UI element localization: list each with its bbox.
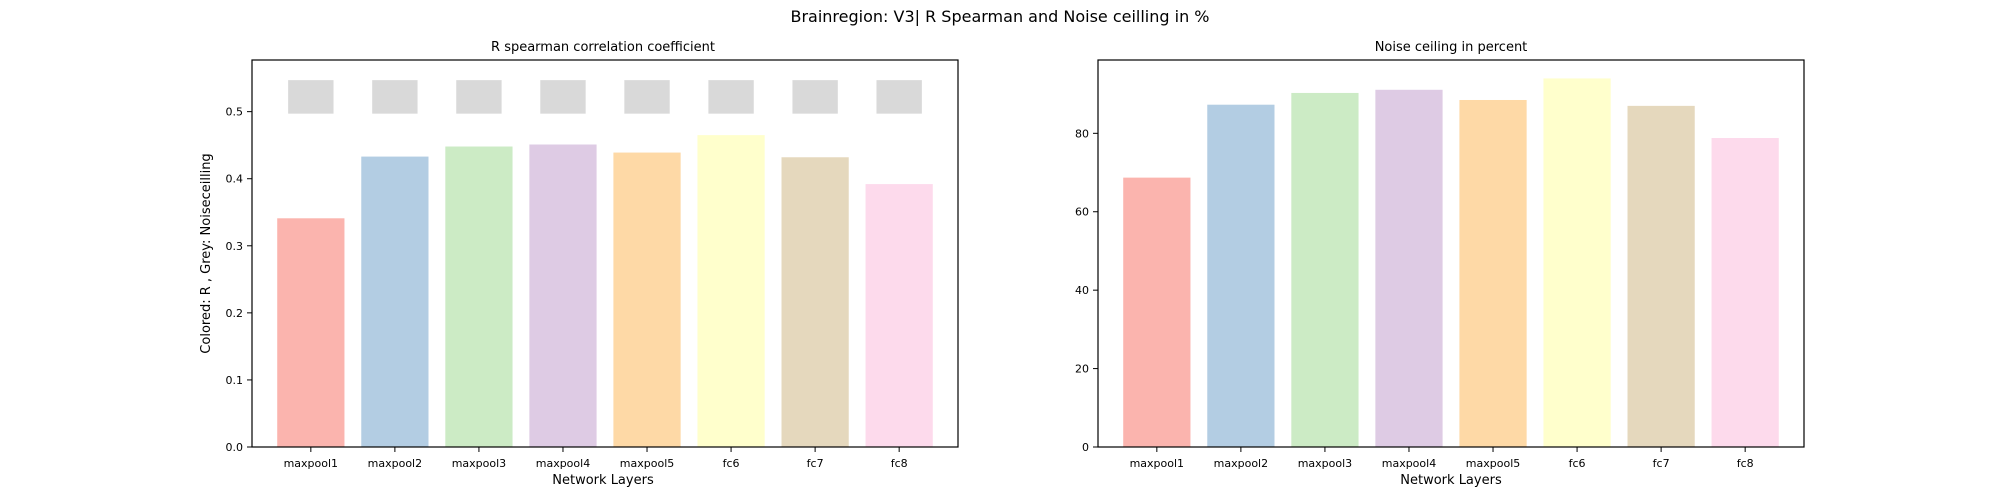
left-chart-noise-marker-maxpool4 xyxy=(540,80,586,114)
right-chart-xtick-label: maxpool5 xyxy=(1466,457,1520,470)
left-chart-bar-fc7 xyxy=(781,157,849,447)
left-chart-xtick-label: fc7 xyxy=(807,457,824,470)
left-chart-xtick-label: fc8 xyxy=(891,457,908,470)
right-chart-bar-maxpool2 xyxy=(1207,104,1275,447)
right-chart-title: Noise ceiling in percent xyxy=(1375,40,1528,55)
left-chart-frame xyxy=(251,59,959,448)
right-chart-bar-fc6 xyxy=(1543,78,1611,447)
left-chart-bar-maxpool2 xyxy=(361,156,429,447)
figure-title: Brainregion: V3| R Spearman and Noise ce… xyxy=(790,7,1209,26)
right-chart-bar-fc7 xyxy=(1627,105,1695,448)
left-chart-ytick-label: 0.0 xyxy=(226,441,244,454)
right-chart-bar-maxpool1 xyxy=(1123,177,1191,447)
left-chart-bar-fc6 xyxy=(697,135,765,448)
right-chart-xtick-label: fc7 xyxy=(1653,457,1670,470)
left-chart-bar-fc8 xyxy=(865,184,933,447)
left-chart-ytick-label: 0.1 xyxy=(226,374,244,387)
left-chart-xtick-label: maxpool5 xyxy=(620,457,674,470)
right-chart-xtick-label: maxpool2 xyxy=(1214,457,1268,470)
left-chart-xtick-label: maxpool2 xyxy=(368,457,422,470)
left-chart-xtick-label: maxpool1 xyxy=(284,457,338,470)
left-chart-noise-marker-maxpool3 xyxy=(456,80,502,114)
right-chart-xlabel: Network Layers xyxy=(1400,473,1502,488)
left-chart-xtick-label: maxpool4 xyxy=(536,457,590,470)
right-chart-xtick-label: maxpool1 xyxy=(1130,457,1184,470)
left-chart-xtick-label: fc6 xyxy=(723,457,740,470)
right-chart-frame xyxy=(1097,59,1805,448)
left-chart-ytick-label: 0.4 xyxy=(226,173,244,186)
left-chart-bar-maxpool1 xyxy=(277,218,345,447)
left-chart-xtick-label: maxpool3 xyxy=(452,457,506,470)
left-chart-noise-marker-fc6 xyxy=(708,80,754,114)
left-chart: R spearman correlation coefficient 0.00.… xyxy=(199,40,959,488)
right-chart-ytick-label: 20 xyxy=(1075,363,1089,376)
left-chart-noise-marker-fc8 xyxy=(876,80,922,114)
left-chart-marks xyxy=(277,80,933,448)
right-chart-bar-maxpool5 xyxy=(1459,99,1527,447)
right-chart-ytick-label: 0 xyxy=(1082,441,1089,454)
left-chart-ytick-label: 0.5 xyxy=(226,106,244,119)
left-chart-xlabel: Network Layers xyxy=(552,473,654,488)
right-chart-bar-maxpool4 xyxy=(1375,89,1443,448)
right-chart-ticks: 0 20 40 60 80 maxpool1 maxpool2 maxpool3 maxpool… xyxy=(1075,127,1754,470)
right-chart-bar-maxpool3 xyxy=(1291,92,1359,448)
left-chart-ytick-label: 0.3 xyxy=(226,240,244,253)
right-chart-ytick-label: 60 xyxy=(1075,206,1089,219)
left-chart-noise-marker-maxpool5 xyxy=(624,80,670,114)
left-chart-bar-maxpool4 xyxy=(529,144,597,448)
right-chart-bar-fc8 xyxy=(1711,138,1779,448)
left-chart-ticks: 0.0 0.1 0.2 0.3 0.4 0.5 maxpool1 maxpool2 maxpoo… xyxy=(226,106,908,470)
right-chart-xtick-label: fc6 xyxy=(1569,457,1586,470)
left-chart-ytick-label: 0.2 xyxy=(226,307,244,320)
left-chart-ylabel: Colored: R , Grey: Noiseceilling xyxy=(199,153,214,353)
right-chart-xtick-label: maxpool4 xyxy=(1382,457,1436,470)
left-chart-noise-marker-maxpool1 xyxy=(288,80,334,114)
left-chart-noise-marker-maxpool2 xyxy=(372,80,418,114)
right-chart-marks xyxy=(1123,78,1779,448)
right-chart-xtick-label: maxpool3 xyxy=(1298,457,1352,470)
left-chart-bar-maxpool3 xyxy=(445,146,513,447)
right-chart-ytick-label: 80 xyxy=(1075,127,1089,140)
left-chart-bar-maxpool5 xyxy=(613,152,681,448)
right-chart-xtick-label: fc8 xyxy=(1737,457,1754,470)
left-chart-title: R spearman correlation coefficient xyxy=(491,40,715,55)
right-chart: Noise ceiling in percent 0 20 40 60 80 maxpoo… xyxy=(1075,40,1805,488)
left-chart-noise-marker-fc7 xyxy=(792,80,838,114)
right-chart-ytick-label: 40 xyxy=(1075,284,1089,297)
